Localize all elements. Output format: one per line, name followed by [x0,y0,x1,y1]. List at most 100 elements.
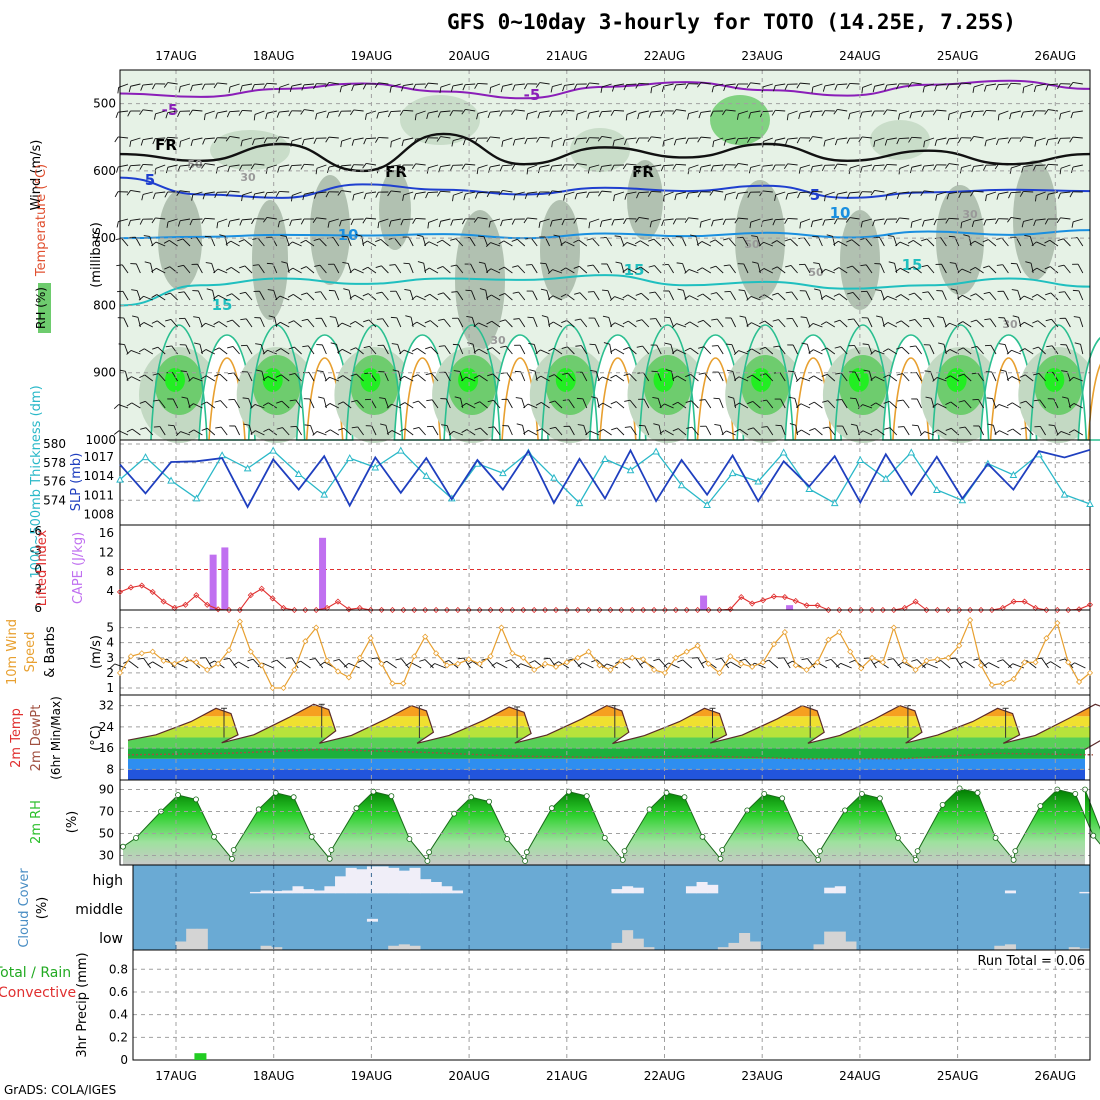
wind-barb-flag [759,346,766,350]
wind-barb [514,109,525,112]
wind-barb [207,427,216,436]
wind-barb-flag [773,85,776,92]
wind-barb [762,218,773,222]
wind-barb-flag [278,87,281,94]
wind-barb-flag [213,82,218,89]
wind-barb [609,344,613,355]
surface-wind-barb [410,661,422,669]
wind-barb-flag [814,288,821,291]
wind-barb-flag [1007,663,1013,669]
wind-barb-flag [783,163,789,170]
wind-barb [753,427,761,436]
wind-barb-flag [870,376,876,381]
wind-barb-flag [343,662,349,668]
wind-barb-flag [1056,217,1061,224]
wind-barb-flag [363,193,367,200]
wind-barb [192,109,203,112]
wind-barb [751,348,761,355]
lifted-index-marker [204,601,211,608]
wind-barb [260,344,265,355]
ylabel-precip: 3hr Precip (mm) [75,952,90,1057]
wind-barb-flag [846,137,851,144]
wind-barb [988,265,997,274]
wind-barb-flag [363,138,367,145]
wind-barb-flag [425,372,432,376]
wind-barb [383,345,389,355]
wind-barb [999,430,1009,436]
cloud-fraction [611,942,623,950]
wind-barb-flag [950,288,957,291]
wind-barb [837,137,848,140]
surface-wind-barb [606,663,619,669]
wind-barb-flag [722,109,727,116]
wind-barb [700,164,711,168]
wind-speed-marker [999,680,1006,687]
wind-barb-flag [151,83,156,90]
wind-barb [354,294,364,301]
wind-barb [465,108,476,112]
wind-barb [787,163,798,166]
wind-barb [316,430,327,436]
wind-barb-flag [486,136,491,143]
wind-barb-flag [574,138,578,145]
wind-speed-marker [661,669,669,676]
wind-barb-flag [699,221,702,228]
wind-barb [566,293,575,301]
wind-barb-flag [577,424,584,426]
wind-barb [589,110,600,114]
wind-barb [955,263,960,274]
wind-barb-flag [685,400,692,403]
lifted-index-line [119,584,1091,611]
wind-barb-flag [784,218,789,224]
wind-barb-flag [226,190,231,197]
wind-barb-flag [959,661,965,665]
wind-barb [1039,399,1046,409]
wind-barb-flag [611,219,615,226]
wind-barb [465,163,476,166]
wind-barb [654,291,662,301]
wind-barb [204,163,215,166]
temp-tick-label: 32 [99,699,114,713]
wind-barb [913,266,922,274]
wind-speed-marker [138,650,145,657]
wind-barb-flag [957,321,964,325]
lifted-index-marker [738,594,745,601]
lifted-index-marker [759,597,767,604]
wind-barb [852,265,860,274]
ylabel-temp-unit: (°C) [89,725,104,751]
x-tick-label-top: 22AUG [644,49,686,63]
wind-barb-flag [922,86,925,93]
wind-barb-flag [137,657,144,660]
cloud-fraction [845,941,857,950]
wind-barb-flag [438,345,445,347]
wind-barb [564,191,575,196]
wind-barb [519,344,526,355]
wind-barb [627,268,637,274]
wind-barb [787,137,798,140]
wind-barb [390,110,401,112]
rh-region [751,368,772,392]
wind-barb-flag [549,400,556,404]
wind-barb-flag [139,109,144,116]
wind-barb [477,217,488,220]
wind-barb-flag [822,219,826,226]
wind-barb-flag [153,426,160,428]
wind-barb-flag [450,85,454,92]
wind-barb [365,137,377,140]
wind-barb-flag [624,139,627,146]
wind-barb [583,425,588,436]
wind-barb [642,372,650,382]
wind-barb [539,136,550,139]
wind-barb-flag [1019,321,1025,327]
wind-barb [192,83,203,86]
wind-barb-flag [858,191,863,198]
wind-barb-flag [264,192,268,199]
wind-barb-flag [713,397,720,400]
wind-barb-flag [537,167,541,174]
wind-barb-flag [661,220,665,227]
wind-barb-flag [1033,220,1037,227]
wind-barb [874,218,885,221]
wind-barb [291,83,302,87]
wind-barb [353,109,364,112]
thickness-marker [269,446,278,454]
